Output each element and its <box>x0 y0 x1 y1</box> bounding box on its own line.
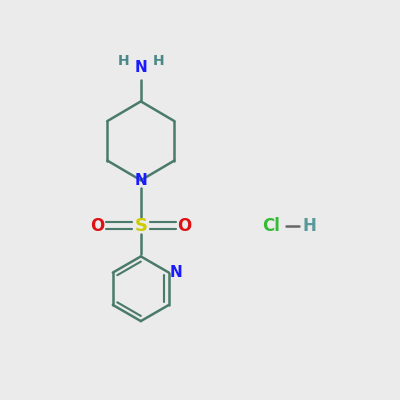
Text: N: N <box>134 60 147 75</box>
Text: H: H <box>153 54 164 68</box>
Text: N: N <box>170 265 182 280</box>
Text: Cl: Cl <box>262 217 280 235</box>
Text: H: H <box>117 54 129 68</box>
Text: O: O <box>177 217 191 235</box>
Text: O: O <box>90 217 104 235</box>
Text: N: N <box>134 173 147 188</box>
Text: S: S <box>134 217 147 235</box>
Text: H: H <box>303 217 316 235</box>
